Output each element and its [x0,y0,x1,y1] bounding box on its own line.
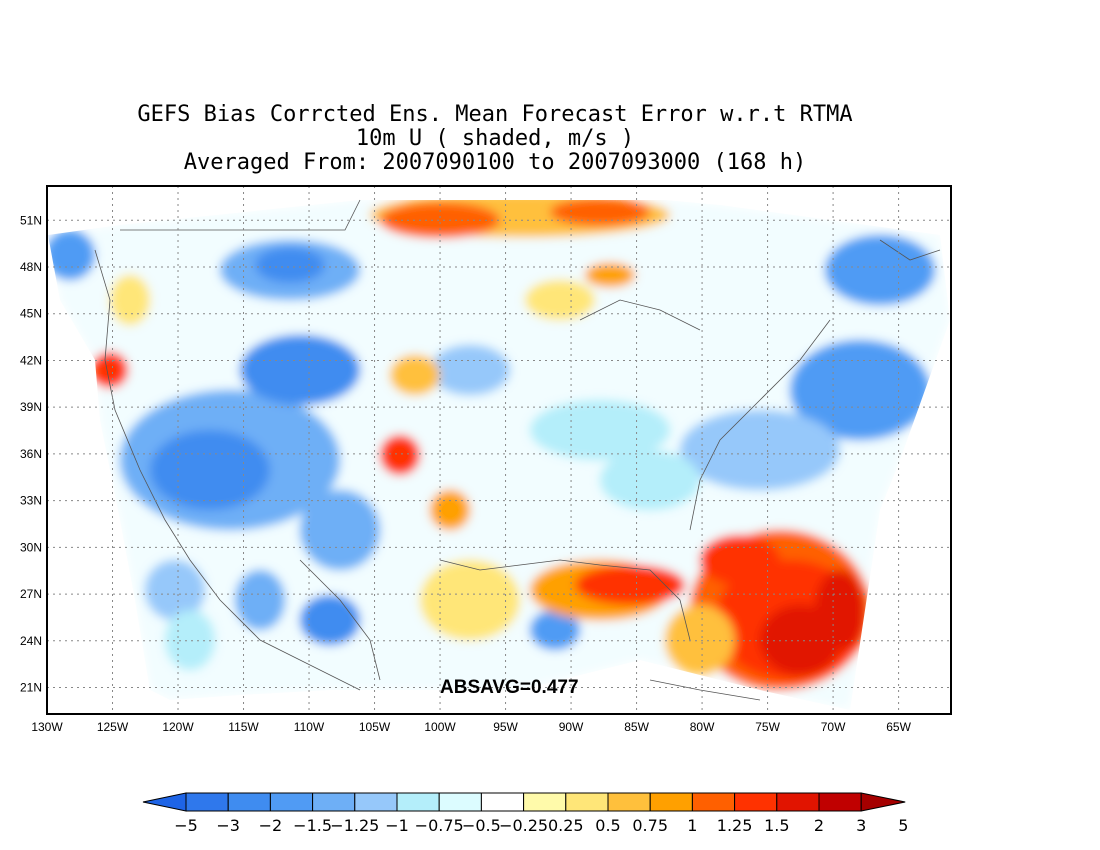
colorbar-label: −1.25 [330,816,379,835]
colorbar [142,792,906,812]
title-line-1: GEFS Bias Corrcted Ens. Mean Forecast Er… [137,102,853,127]
colorbar-label: −2 [259,816,283,835]
latitude-label: 42N [20,353,42,367]
colorbar-label: 1.25 [717,816,753,835]
longitude-label: 105W [359,720,391,734]
shaded-field [47,186,951,714]
colorbar-swatch [607,792,651,812]
longitude-label: 70W [821,720,846,734]
colorbar-swatch [396,792,440,812]
colorbar-lower-arrow [142,792,187,812]
colorbar-label: −0.5 [462,816,501,835]
grid-lines [47,186,951,714]
longitude-label: 75W [755,720,780,734]
longitude-label: 110W [294,720,325,734]
longitude-label: 130W [31,720,63,734]
latitude-labels: 51N 48N 45N 42N 39N 36N 33N 30N 27N 24N 21N [20,213,42,694]
colorbar-swatch [565,792,609,812]
colorbar-swatch [691,792,736,812]
colorbar-swatch [523,792,567,812]
colorbar-swatch [649,792,693,812]
colorbar-label: 3 [856,816,866,835]
colorbar-label: −5 [174,816,198,835]
colorbar-label: 2 [814,816,824,835]
colorbar-label: 0.5 [595,816,620,835]
colorbar-labels: −5 −3 −2 −1.5−1.25 −1 −0.75−0.5−0.25 0.25 0.5 0.… [174,816,908,835]
map-frame [46,185,952,715]
colorbar-label: −1.5 [293,816,332,835]
longitude-label: 80W [690,720,715,734]
colorbar-label: −0.25 [499,816,548,835]
colorbar-swatch [269,792,314,812]
colorbar-swatch [776,792,820,812]
longitude-label: 85W [624,720,649,734]
latitude-label: 51N [20,213,42,227]
latitude-label: 45N [20,307,42,321]
colorbar-swatch [480,792,525,812]
longitude-label: 90W [559,720,584,734]
colorbar-label: 5 [898,816,908,835]
colorbar-label: 1.5 [764,816,789,835]
colorbar-label: 0.75 [632,816,668,835]
colorbar-label: −3 [216,816,240,835]
latitude-label: 24N [20,634,42,648]
colorbar-swatch [185,792,229,812]
title-line-2: 10m U ( shaded, m/s ) [355,126,635,151]
colorbar-upper-arrow [860,792,906,812]
colorbar-label: 1 [687,816,697,835]
latitude-label: 27N [20,587,42,601]
latitude-label: 48N [20,260,42,274]
colorbar-swatch [438,792,482,812]
colorbar-swatch [354,792,398,812]
longitude-label: 120W [162,720,194,734]
latitude-label: 30N [20,540,42,554]
longitude-label: 125W [97,720,129,734]
latitude-label: 33N [20,494,42,508]
colorbar-swatch [227,792,271,812]
colorbar-label: −1 [385,816,409,835]
colorbar-swatch [734,792,778,812]
longitude-label: 95W [493,720,518,734]
colorbar-label: −0.75 [415,816,464,835]
colorbar-label: 0.25 [548,816,584,835]
longitude-labels: 130W 125W 120W 115W 110W 105W 100W 95W 90W 85W 80W… [31,720,911,734]
colorbar-swatch [312,792,356,812]
longitude-label: 115W [228,720,259,734]
longitude-label: 65W [886,720,911,734]
latitude-label: 21N [20,681,42,695]
latitude-label: 39N [20,400,42,414]
latitude-label: 36N [20,447,42,461]
title-line-3: Averaged From: 2007090100 to 2007093000 … [183,150,807,175]
absavg-label: ABSAVG=0.477 [440,677,579,698]
longitude-label: 100W [424,720,456,734]
colorbar-swatch [818,792,862,812]
